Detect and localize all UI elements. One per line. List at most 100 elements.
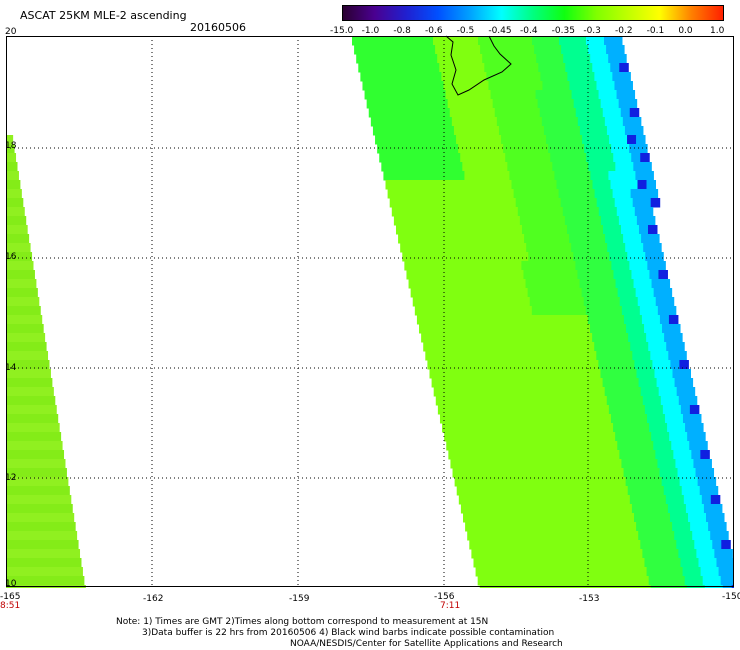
swath-cell	[619, 63, 629, 73]
swath-cell	[427, 207, 438, 217]
swath-cell	[614, 198, 625, 208]
swath-cell	[493, 63, 503, 73]
swath-cell	[537, 522, 547, 532]
swath-cell	[677, 351, 687, 361]
swath-cell	[471, 162, 481, 172]
swath-cell	[450, 342, 460, 352]
swath-cell	[669, 396, 680, 406]
swath-cell	[635, 288, 646, 298]
swath-cell	[556, 63, 566, 73]
swath-cell	[561, 279, 572, 289]
swath-cell	[546, 99, 557, 109]
swath-cell	[659, 315, 670, 325]
swath-cell	[552, 396, 563, 406]
swath-cell	[580, 207, 591, 217]
swath-cell	[541, 36, 551, 46]
swath-cell	[619, 180, 630, 190]
swath-cell	[388, 117, 399, 127]
swath-cell	[527, 558, 537, 568]
swath-cell	[491, 171, 501, 181]
swath-cell	[638, 144, 648, 154]
swath-cell	[668, 315, 679, 325]
swath-cell	[605, 198, 616, 208]
swath-cell	[501, 522, 511, 532]
swath-cell	[469, 36, 479, 46]
swath-cell	[454, 207, 465, 217]
swath-cell	[570, 279, 581, 289]
swath-cell	[663, 369, 673, 379]
swath-cell	[518, 54, 528, 64]
swath-cell	[482, 288, 493, 298]
swath-cell	[574, 450, 584, 460]
swath-cell	[604, 270, 614, 280]
swath-cell	[498, 126, 509, 136]
swath-cell	[599, 405, 610, 415]
swath-cell	[6, 378, 53, 388]
swath-cell	[428, 171, 438, 181]
swath-cell	[652, 513, 662, 523]
swath-cell	[417, 126, 428, 136]
swath-cell	[491, 288, 502, 298]
swath-cell	[497, 81, 507, 91]
swath-cell	[490, 513, 500, 523]
swath-cell	[676, 540, 686, 550]
swath-cell	[570, 162, 580, 172]
swath-cell	[485, 495, 496, 505]
swath-cell	[484, 180, 495, 190]
swath-cell	[598, 90, 609, 100]
swath-cell	[404, 144, 414, 154]
swath-cell	[641, 198, 652, 208]
swath-cell	[564, 486, 575, 496]
swath-cell	[561, 549, 571, 559]
swath-cell	[504, 576, 515, 586]
swath-cell	[565, 414, 576, 424]
swath-cell	[576, 576, 587, 586]
swath-cell	[440, 144, 450, 154]
swath-cell	[533, 234, 543, 244]
swath-cell	[425, 315, 436, 325]
swath-cell	[610, 567, 621, 577]
swath-cell	[632, 468, 643, 478]
swath-cell	[451, 36, 461, 46]
swath-cell	[641, 234, 651, 244]
swath-cell	[527, 441, 537, 451]
swath-cell	[688, 513, 698, 523]
swath-cell	[606, 126, 617, 136]
swath-cell	[514, 153, 524, 163]
swath-cell	[465, 486, 476, 496]
swath-cell	[416, 198, 427, 208]
swath-cell	[593, 261, 603, 271]
swath-cell	[449, 225, 460, 235]
swath-cell	[499, 513, 509, 523]
swath-cell	[594, 306, 605, 316]
swath-cell	[629, 225, 640, 235]
swath-cell	[594, 459, 604, 469]
swath-cell	[634, 513, 644, 523]
swath-cell	[603, 306, 614, 316]
swath-cell	[486, 342, 496, 352]
swath-cell	[567, 72, 577, 82]
swath-cell	[492, 522, 502, 532]
swath-cell	[397, 117, 408, 127]
swath-cell	[450, 306, 461, 316]
swath-cell	[542, 81, 552, 91]
swath-cell	[544, 90, 555, 100]
swath-cell	[480, 162, 490, 172]
swath-cell	[442, 117, 453, 127]
swath-cell	[611, 378, 622, 388]
swath-cell	[505, 117, 516, 127]
swath-cell	[506, 198, 517, 208]
swath-cell	[452, 468, 463, 478]
swath-cell	[595, 387, 606, 397]
swath-cell	[473, 171, 483, 181]
swath-cell	[630, 342, 640, 352]
swath-cell	[621, 576, 632, 586]
swath-cell	[655, 414, 666, 424]
swath-cell	[552, 549, 562, 559]
swath-cell	[364, 90, 375, 100]
swath-cell	[442, 36, 452, 46]
swath-cell	[602, 495, 613, 505]
swath-cell	[469, 387, 480, 397]
swath-cell	[358, 63, 368, 73]
swath-cell	[662, 288, 673, 298]
